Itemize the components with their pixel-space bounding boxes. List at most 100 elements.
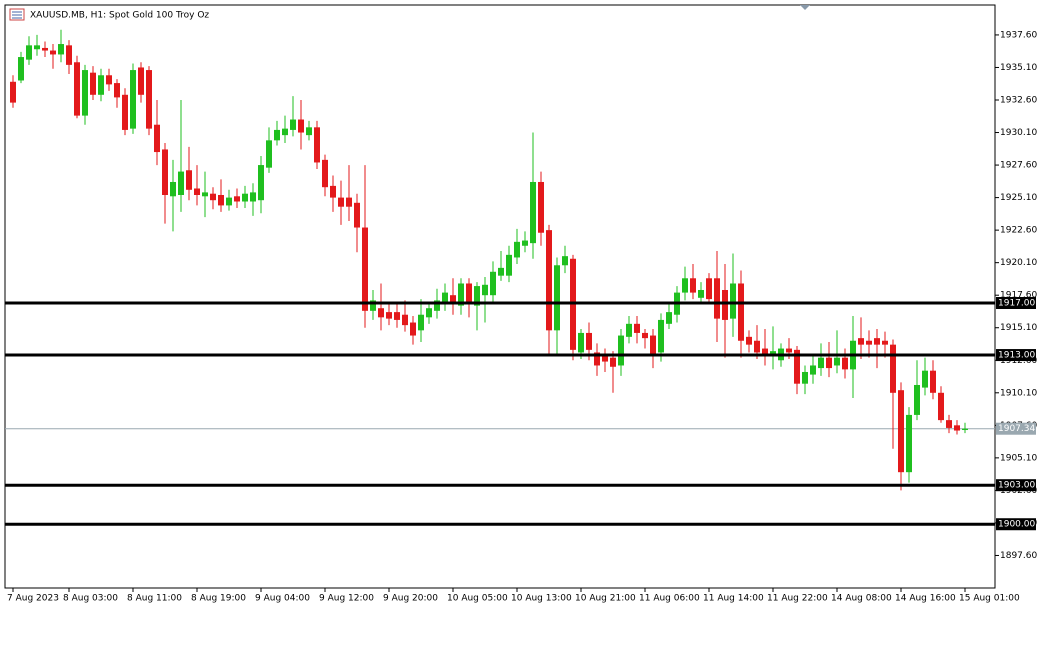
candle-body <box>130 70 136 129</box>
candle-body <box>466 283 472 304</box>
candle-body <box>786 348 792 353</box>
candle-body <box>362 227 368 311</box>
candle-body <box>866 340 872 345</box>
y-tick-label: 1917.60 <box>1000 291 1037 301</box>
candle-body <box>754 340 760 353</box>
x-tick-label: 8 Aug 03:00 <box>63 594 118 604</box>
candle-body <box>50 50 56 55</box>
candle-body <box>930 370 936 393</box>
candle-body <box>346 197 352 207</box>
candle-body <box>922 370 928 388</box>
candle-body <box>794 349 800 384</box>
candle-body <box>610 357 616 367</box>
y-tick-label: 1897.60 <box>1000 551 1037 561</box>
level-label: 1900.00 <box>998 520 1035 530</box>
candle-body <box>634 323 640 333</box>
candle-body <box>474 286 480 306</box>
x-tick-label: 11 Aug 22:00 <box>767 594 828 604</box>
candle-body <box>194 188 200 195</box>
candle-body <box>258 165 264 201</box>
candle-body <box>482 284 488 296</box>
candle-body <box>458 283 464 306</box>
candle-body <box>34 45 40 50</box>
candle-body <box>426 308 432 318</box>
candle-body <box>394 312 400 320</box>
candle-body <box>266 140 272 168</box>
candle-body <box>882 340 888 345</box>
candle-body <box>842 357 848 370</box>
level-label: 1913.00 <box>998 351 1035 361</box>
candle-body <box>906 414 912 473</box>
shift-marker <box>800 5 810 10</box>
candle-body <box>666 312 672 324</box>
candle-body <box>202 192 208 197</box>
level-label: 1917.00 <box>998 299 1035 309</box>
candle-body <box>26 45 32 60</box>
candle-body <box>66 45 72 65</box>
level-label-bg <box>996 479 1036 492</box>
candle-body <box>242 193 248 202</box>
candle-body <box>746 336 752 345</box>
candle-body <box>618 335 624 366</box>
candle-body <box>282 128 288 136</box>
candle-body <box>10 81 16 103</box>
candle-body <box>834 357 840 366</box>
y-tick-label: 1922.60 <box>1000 226 1037 236</box>
candle-body <box>154 124 160 153</box>
candle-body <box>762 348 768 356</box>
candle-body <box>330 185 336 198</box>
x-tick-label: 9 Aug 20:00 <box>383 594 438 604</box>
candle-body <box>914 384 920 415</box>
candle-body <box>58 44 64 55</box>
candle-body <box>898 390 904 473</box>
candle-body <box>370 300 376 311</box>
candle-body <box>82 70 88 116</box>
candle-body <box>106 75 112 85</box>
candle-body <box>354 202 360 228</box>
candle-body <box>410 322 416 336</box>
candle-body <box>818 357 824 369</box>
x-tick-label: 14 Aug 16:00 <box>895 594 956 604</box>
candle-body <box>514 241 520 258</box>
y-tick-label: 1927.60 <box>1000 161 1037 171</box>
candle-body <box>594 352 600 366</box>
candle-body <box>178 171 184 195</box>
candle-body <box>314 127 320 163</box>
level-label: 1903.00 <box>998 481 1035 491</box>
candle-body <box>274 129 280 141</box>
candle-body <box>338 197 344 207</box>
x-tick-label: 11 Aug 06:00 <box>639 594 700 604</box>
y-tick-label: 1935.10 <box>1000 63 1037 73</box>
candle-body <box>522 240 528 246</box>
plot-frame <box>4 4 996 589</box>
price-label-bg <box>996 422 1036 435</box>
price-label: 1907.34 <box>998 424 1035 434</box>
candle-body <box>858 338 864 345</box>
candle-body <box>42 47 48 51</box>
candle-body <box>690 278 696 293</box>
level-label-bg <box>996 297 1036 310</box>
candle-body <box>626 323 632 337</box>
candle-body <box>562 256 568 266</box>
candle-body <box>226 197 232 206</box>
x-tick-label: 9 Aug 04:00 <box>255 594 310 604</box>
candle-body <box>122 94 128 130</box>
y-tick-label: 1905.10 <box>1000 453 1037 463</box>
candle-body <box>322 159 328 188</box>
candle-body <box>434 300 440 311</box>
candle-body <box>706 278 712 300</box>
candle-body <box>146 70 152 129</box>
x-tick-label: 10 Aug 05:00 <box>447 594 508 604</box>
candle-body <box>738 283 744 341</box>
candle-body <box>874 338 880 345</box>
y-tick-label: 1932.60 <box>1000 95 1037 105</box>
chart-title: XAUUSD.MB, H1: Spot Gold 100 Troy Oz <box>30 11 209 21</box>
x-tick-label: 11 Aug 14:00 <box>703 594 764 604</box>
candle-body <box>498 267 504 276</box>
candle-body <box>234 196 240 202</box>
candle-body <box>538 181 544 233</box>
candle-body <box>138 67 144 95</box>
candle-body <box>554 265 560 331</box>
candle-body <box>826 357 832 369</box>
